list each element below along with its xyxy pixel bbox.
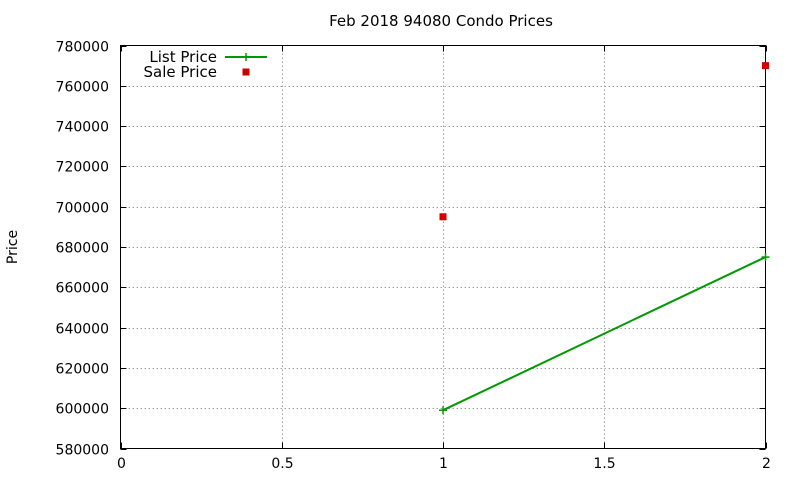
legend-label-list-price: List Price [149, 48, 217, 66]
x-tick-label: 2 [762, 456, 771, 472]
y-tick-label: 720000 [56, 160, 109, 176]
y-tick-label: 680000 [56, 241, 109, 257]
series-layer [439, 62, 770, 415]
y-tick-label: 620000 [56, 362, 109, 378]
chart-title: Feb 2018 94080 Condo Prices [329, 12, 553, 30]
grid [120, 45, 766, 449]
legend-marker-list-price [242, 53, 250, 61]
y-tick-label: 780000 [56, 40, 109, 56]
y-tick-label: 760000 [56, 80, 109, 96]
y-tick-label: 660000 [56, 281, 109, 297]
plot-frame [120, 45, 766, 449]
sale-price-series [439, 62, 769, 221]
y-tick-label: 640000 [56, 322, 109, 338]
x-tick-label: 0.5 [271, 456, 293, 472]
y-tick-label: 700000 [56, 201, 109, 217]
sale-price-point [439, 213, 447, 221]
x-tick-label: 1.5 [593, 456, 615, 472]
x-tick-label: 1 [439, 456, 448, 472]
x-tick-label: 0 [117, 456, 126, 472]
axis-ticks [120, 45, 767, 450]
list-price-series [439, 253, 770, 415]
legend-marker-sale-price [242, 68, 250, 76]
y-tick-label: 600000 [56, 402, 109, 418]
list-price-point [439, 406, 447, 415]
y-tick-label: 580000 [56, 443, 109, 459]
list-price-point [761, 253, 770, 262]
list-price-line [442, 256, 766, 412]
y-tick-label: 740000 [56, 120, 109, 136]
sale-price-point [762, 62, 769, 70]
y-axis-label: Price [5, 230, 21, 264]
axis-tick-labels: 580000 600000 620000 640000 660000 680000 7000… [56, 40, 771, 473]
legend-label-sale-price: Sale Price [144, 63, 217, 81]
